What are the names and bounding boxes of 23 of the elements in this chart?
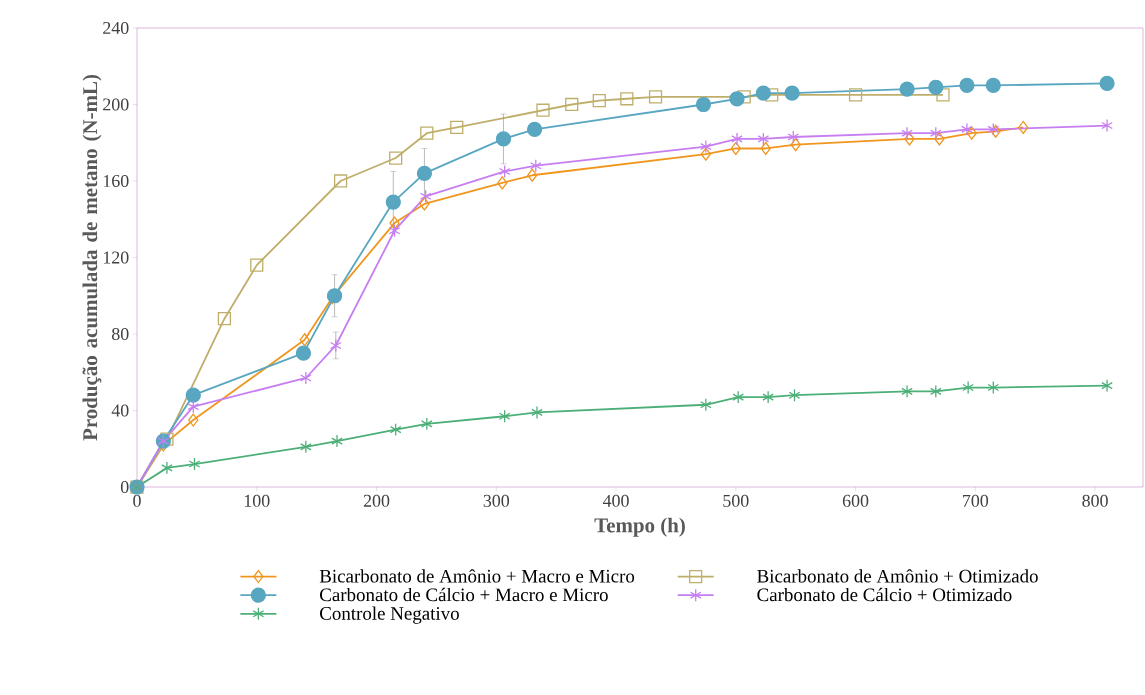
y-tick-label: 160: [103, 174, 129, 188]
legend-label: Bicarbonato de Amônio + Macro e Micro: [319, 569, 635, 583]
x-tick-label: 200: [363, 494, 390, 507]
x-tick-label: 500: [723, 494, 749, 507]
x-tick-label: 800: [1082, 494, 1108, 507]
y-tick-label: 80: [111, 327, 129, 341]
x-tick-label: 100: [244, 494, 270, 507]
x-tick-label: 0: [133, 494, 141, 507]
x-tick-label: 700: [963, 494, 989, 507]
legend-label: Carbonato de Cálcio + Otimizado: [757, 587, 1012, 602]
x-axis-title: Tempo (h): [594, 517, 685, 537]
y-tick-label: 120: [103, 251, 129, 264]
y-tick-label: 40: [111, 404, 129, 417]
x-tick-label: 600: [842, 494, 869, 507]
y-tick-label: 0: [120, 480, 129, 494]
x-tick-label: 300: [483, 494, 510, 507]
legend-label: Bicarbonato de Amônio + Otimizado: [757, 569, 1038, 583]
legend-label: Carbonato de Cálcio + Macro e Micro: [320, 587, 608, 602]
y-tick-label: 200: [103, 98, 129, 111]
y-axis-title: Produção acumulada de metano (N-mL): [82, 74, 102, 441]
x-tick-label: 400: [602, 494, 629, 507]
legend-label: Controle Negativo: [320, 606, 459, 624]
y-tick-label: 240: [103, 21, 129, 35]
